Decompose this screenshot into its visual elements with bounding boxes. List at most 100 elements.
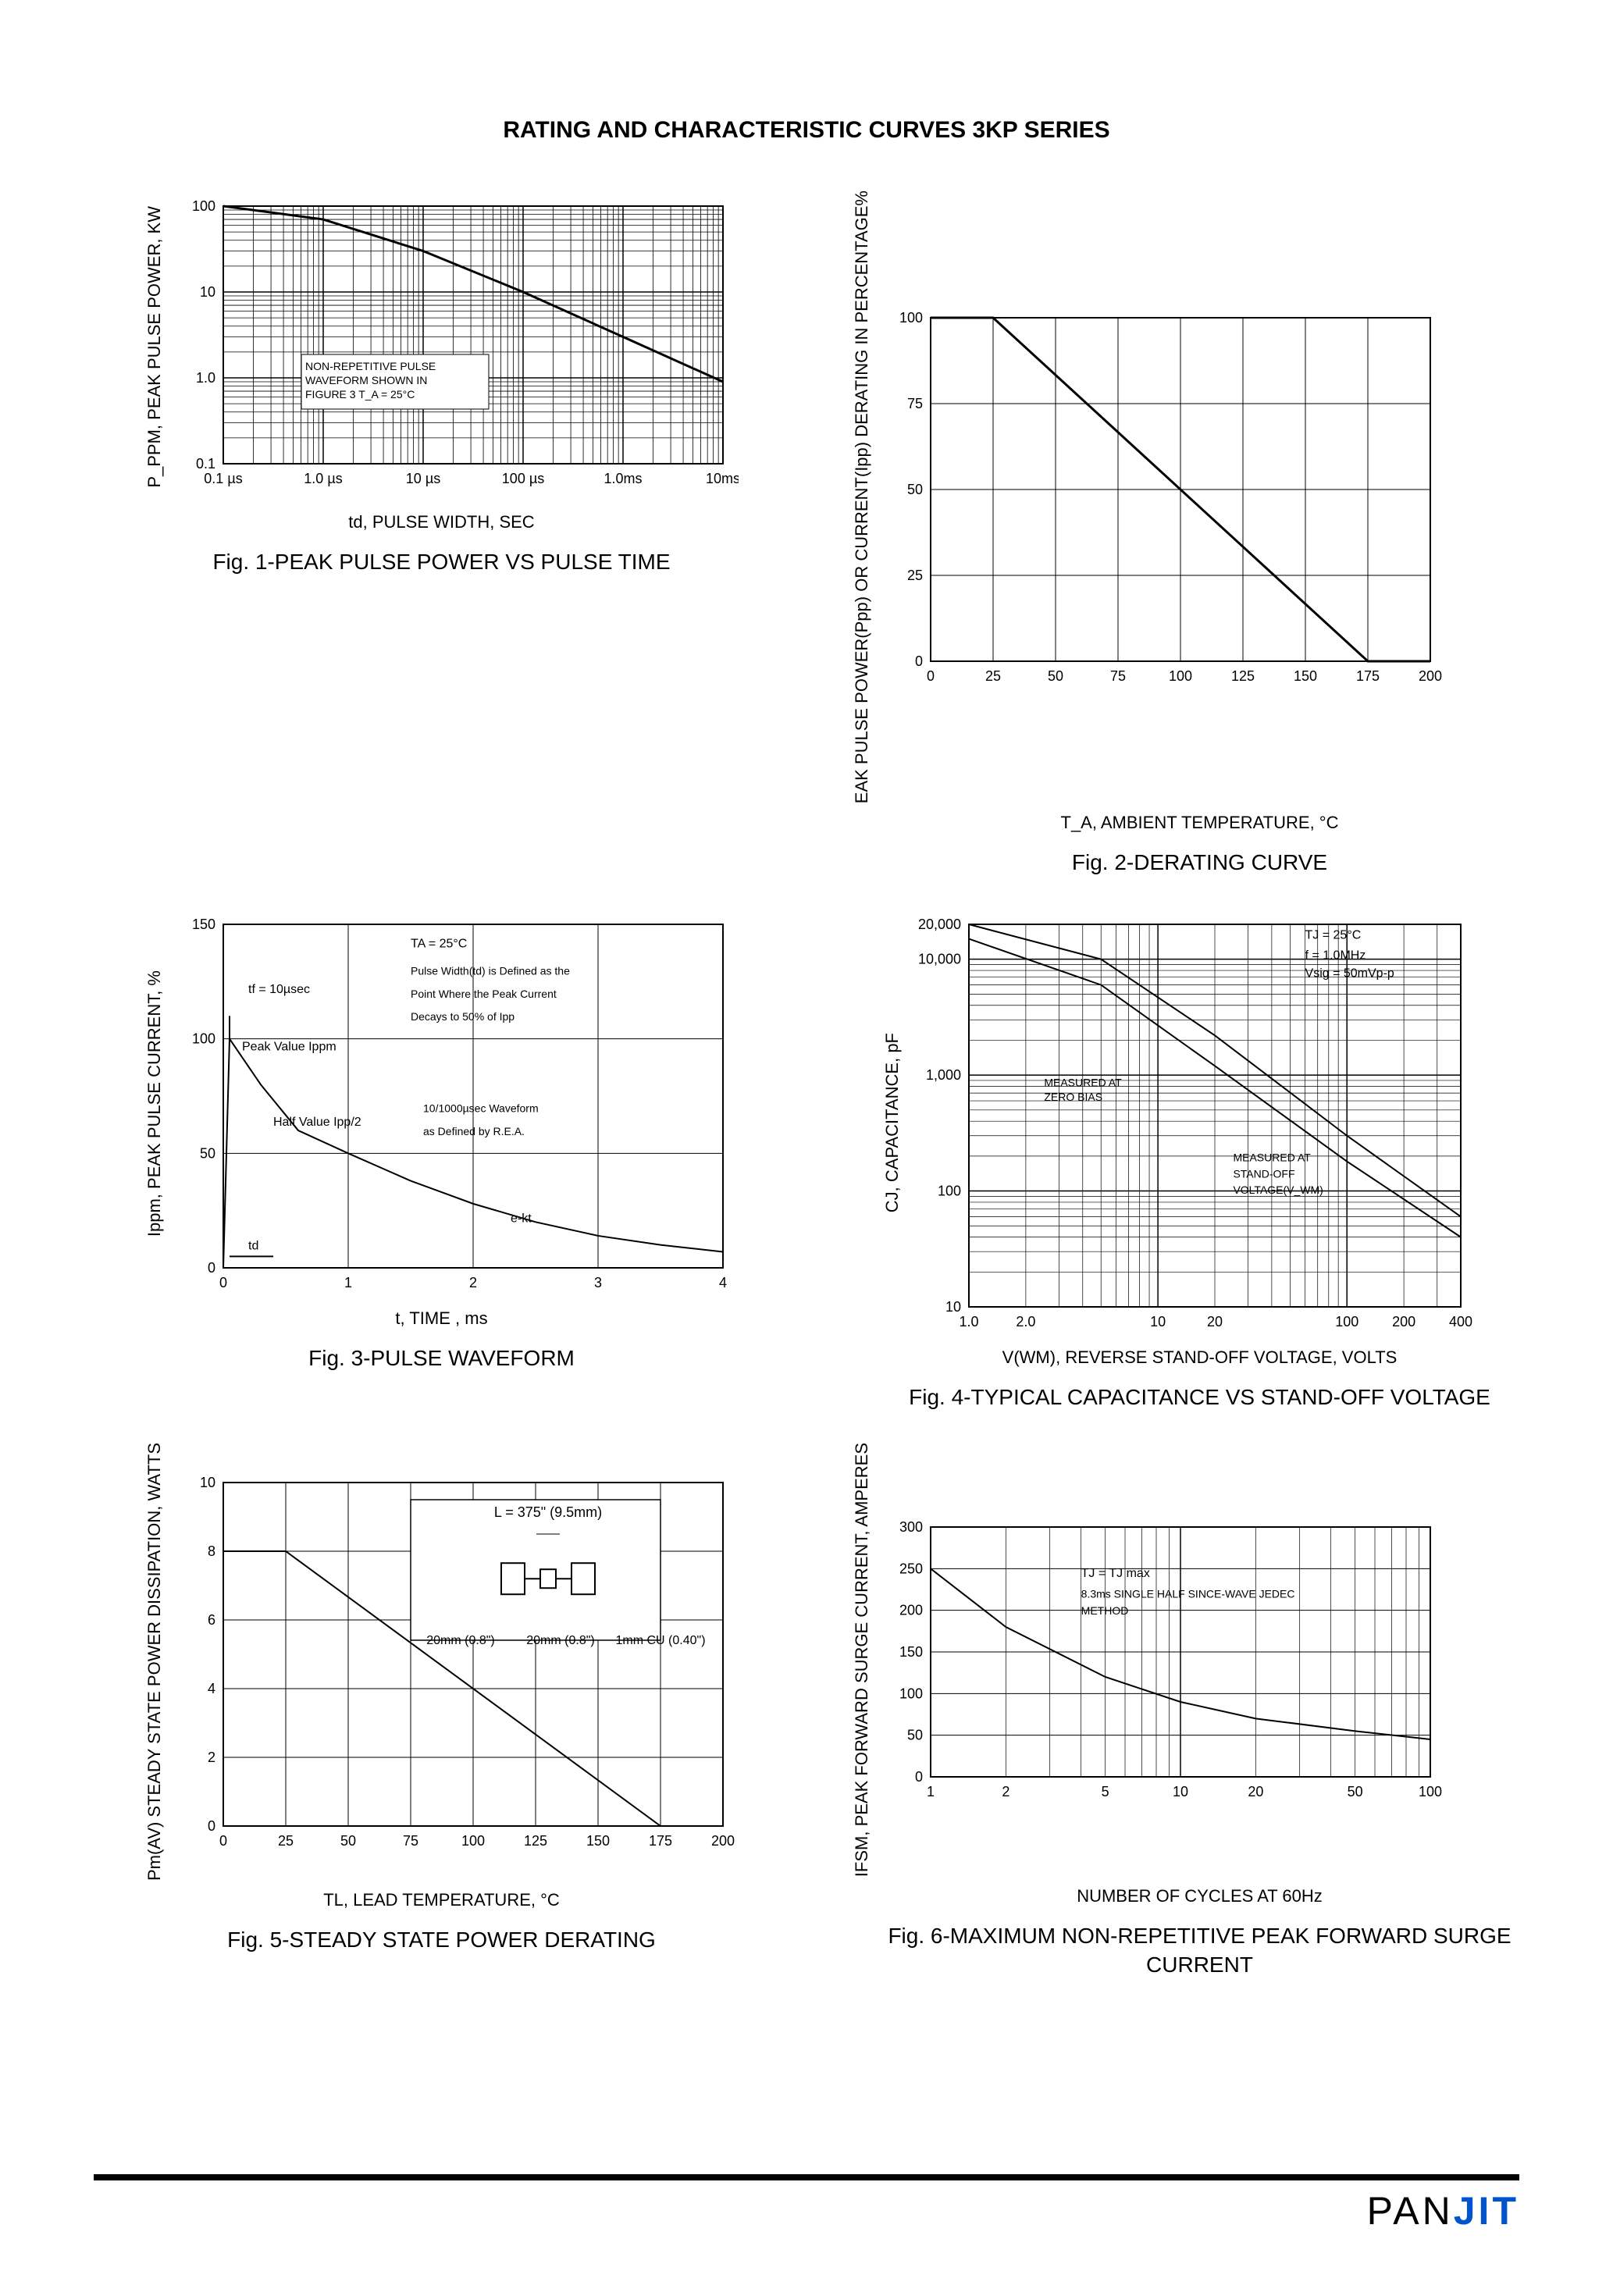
svg-text:1.0ms: 1.0ms [604,471,642,486]
svg-text:100 µs: 100 µs [502,471,544,486]
fig5-chart: 02550751001251501752000246810L = 375" (9… [176,1467,739,1857]
svg-text:Decays to 50% of Ipp: Decays to 50% of Ipp [411,1010,515,1023]
svg-text:400: 400 [1449,1314,1472,1330]
svg-text:10ms: 10ms [706,471,739,486]
svg-text:25: 25 [985,668,1001,684]
svg-text:TA = 25°C: TA = 25°C [411,937,467,950]
svg-text:f = 1.0MHz: f = 1.0MHz [1305,949,1366,962]
svg-text:2: 2 [1002,1784,1009,1799]
fig2-xlabel: T_A, AMBIENT TEMPERATURE, °C [1061,813,1339,833]
svg-text:300: 300 [899,1519,923,1535]
svg-text:175: 175 [649,1833,672,1849]
svg-text:20mm (0.8"): 20mm (0.8") [526,1633,594,1646]
svg-text:10: 10 [200,1475,215,1490]
svg-text:25: 25 [278,1833,294,1849]
svg-text:50: 50 [340,1833,356,1849]
fig6-panel: IFSM, PEAK FORWARD SURGE CURRENT, AMPERE… [852,1443,1547,1979]
svg-text:2: 2 [469,1275,477,1290]
svg-text:20mm (0.8"): 20mm (0.8") [426,1633,494,1646]
fig2-ylabel: EAK PULSE POWER(Ppp) OR CURRENT(Ipp) DER… [852,190,872,803]
svg-text:175: 175 [1356,668,1380,684]
svg-text:STAND-OFF: STAND-OFF [1233,1167,1294,1180]
fig5-caption: Fig. 5-STEADY STATE POWER DERATING [227,1926,656,1954]
svg-text:10/1000µsec Waveform: 10/1000µsec Waveform [423,1102,539,1114]
svg-text:WAVEFORM SHOWN IN: WAVEFORM SHOWN IN [305,374,427,386]
svg-text:TJ = TJ max: TJ = TJ max [1081,1567,1150,1580]
svg-text:8: 8 [208,1543,215,1559]
panjit-logo: PANJIT [1367,2188,1519,2234]
svg-text:8.3ms SINGLE HALF SINCE-WAVE J: 8.3ms SINGLE HALF SINCE-WAVE JEDEC [1081,1588,1295,1600]
svg-text:4: 4 [208,1681,215,1696]
svg-text:0.1: 0.1 [196,456,215,472]
svg-text:Peak Value Ippm: Peak Value Ippm [242,1040,336,1053]
fig5-ylabel: Pm(AV) STEADY STATE POWER DISSIPATION, W… [144,1443,165,1881]
svg-text:20: 20 [1248,1784,1263,1799]
logo-j: J [1454,2189,1479,2233]
fig3-xlabel: t, TIME , ms [395,1308,487,1329]
fig2-chart: 02550751001251501752000255075100 [884,302,1446,692]
footer-bar: PANJIT [94,2174,1519,2234]
svg-text:3: 3 [594,1275,602,1290]
fig4-ylabel: CJ, CAPACITANCE, pF [882,1033,903,1212]
fig1-chart: 0.1 µs1.0 µs10 µs100 µs1.0ms10ms0.11.010… [176,190,739,503]
fig2-panel: EAK PULSE POWER(Ppp) OR CURRENT(Ipp) DER… [852,190,1547,877]
svg-text:5: 5 [1102,1784,1109,1799]
svg-text:200: 200 [1419,668,1442,684]
svg-text:0.1 µs: 0.1 µs [204,471,242,486]
svg-text:2: 2 [208,1750,215,1765]
svg-text:50: 50 [1348,1784,1363,1799]
svg-text:200: 200 [711,1833,735,1849]
svg-text:0: 0 [915,1769,923,1785]
fig3-chart: 01234050100150TA = 25°Ctf = 10µsecPeak V… [176,909,739,1299]
svg-text:1.0: 1.0 [959,1314,978,1330]
svg-text:Pulse Width(td) is Defined as: Pulse Width(td) is Defined as the [411,964,570,977]
svg-text:100: 100 [899,1686,923,1701]
svg-text:Point Where the Peak Current: Point Where the Peak Current [411,987,557,999]
svg-text:150: 150 [192,917,215,932]
svg-text:100: 100 [1169,668,1192,684]
svg-text:75: 75 [403,1833,418,1849]
svg-text:tf = 10µsec: tf = 10µsec [248,983,310,996]
fig1-caption: Fig. 1-PEAK PULSE POWER VS PULSE TIME [212,548,670,576]
svg-text:200: 200 [899,1603,923,1618]
svg-text:1: 1 [927,1784,935,1799]
svg-text:0: 0 [219,1275,227,1290]
svg-text:10: 10 [1150,1314,1166,1330]
fig4-chart: 1.02.01020100200400101001,00010,00020,00… [914,909,1476,1338]
svg-text:50: 50 [907,482,923,497]
fig4-panel: CJ, CAPACITANCE, pF 1.02.010201002004001… [852,909,1547,1411]
svg-text:100: 100 [461,1833,485,1849]
fig6-chart: 050100150200250300125102050100TJ = TJ ma… [884,1511,1446,1808]
svg-text:4: 4 [719,1275,727,1290]
svg-text:6: 6 [208,1612,215,1628]
fig6-caption: Fig. 6-MAXIMUM NON-REPETITIVE PEAK FORWA… [852,1922,1547,1979]
svg-text:10: 10 [945,1299,961,1315]
svg-text:75: 75 [907,396,923,411]
svg-text:Vsig = 50mVp-p: Vsig = 50mVp-p [1305,966,1394,980]
fig5-xlabel: TL, LEAD TEMPERATURE, °C [323,1890,560,1910]
svg-text:2.0: 2.0 [1016,1314,1035,1330]
svg-text:L = 375" (9.5mm): L = 375" (9.5mm) [494,1504,602,1520]
svg-text:100: 100 [192,1031,215,1046]
page-title: RATING AND CHARACTERISTIC CURVES 3KP SER… [94,117,1519,144]
svg-text:25: 25 [907,568,923,583]
svg-text:125: 125 [524,1833,547,1849]
svg-text:50: 50 [907,1728,923,1743]
svg-text:e-kt: e-kt [511,1212,532,1225]
svg-text:MEASURED AT: MEASURED AT [1233,1151,1311,1163]
svg-text:100: 100 [192,198,215,214]
svg-text:75: 75 [1110,668,1126,684]
chart-grid: P_PPM, PEAK PULSE POWER, KW 0.1 µs1.0 µs… [94,190,1519,1979]
svg-text:METHOD: METHOD [1081,1604,1129,1617]
svg-text:10,000: 10,000 [918,951,961,966]
svg-text:100: 100 [1419,1784,1442,1799]
logo-t: T [1492,2189,1519,2233]
svg-text:100: 100 [899,310,923,326]
svg-text:NON-REPETITIVE PULSE: NON-REPETITIVE PULSE [305,360,436,372]
logo-pan: PAN [1367,2189,1454,2233]
svg-text:125: 125 [1231,668,1255,684]
svg-text:150: 150 [586,1833,610,1849]
svg-text:10 µs: 10 µs [406,471,440,486]
svg-text:100: 100 [938,1183,961,1198]
svg-text:20,000: 20,000 [918,917,961,932]
